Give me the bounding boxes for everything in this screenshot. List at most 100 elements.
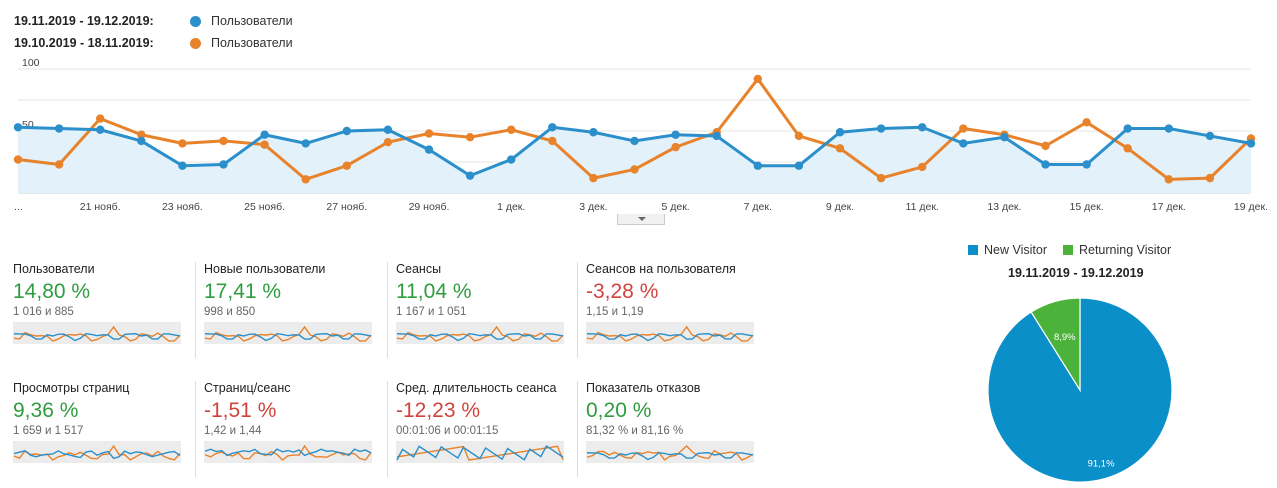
metric-label: Пользователи xyxy=(13,262,95,276)
data-point-previous[interactable] xyxy=(671,142,680,152)
sparkline-current xyxy=(13,450,181,460)
data-point-current[interactable] xyxy=(137,136,146,146)
data-point-current[interactable] xyxy=(383,125,393,134)
pie-value-label: 91,1% xyxy=(1088,458,1115,469)
data-point-previous[interactable] xyxy=(424,129,434,138)
data-point-previous[interactable] xyxy=(548,136,557,146)
visitor-type-pie-chart[interactable]: 91,1% 8,9% xyxy=(982,294,1178,484)
data-point-current[interactable] xyxy=(424,145,434,154)
metric-card[interactable]: Новые пользователи 17,41 % 998 и 850 xyxy=(195,262,384,367)
metric-card[interactable]: Страниц/сеанс -1,51 % 1,42 и 1,44 xyxy=(195,381,384,486)
metric-divider xyxy=(195,381,196,477)
sparkline-current xyxy=(586,333,754,342)
metric-card[interactable]: Показатель отказов 0,20 % 81,32 % и 81,16 … xyxy=(577,381,766,486)
data-point-previous[interactable] xyxy=(219,136,228,146)
data-point-previous[interactable] xyxy=(876,173,886,183)
data-point-previous[interactable] xyxy=(753,74,762,84)
metric-sparkline xyxy=(204,441,372,463)
data-point-previous[interactable] xyxy=(630,165,639,174)
data-point-current[interactable] xyxy=(1164,124,1174,133)
data-point-current[interactable] xyxy=(13,123,23,132)
data-point-current[interactable] xyxy=(835,128,845,137)
metric-label: Просмотры страниц xyxy=(13,381,130,395)
data-point-current[interactable] xyxy=(219,160,228,169)
sparkline-background xyxy=(396,322,564,344)
y-tick-label: 100 xyxy=(22,57,40,69)
sparkline-previous xyxy=(13,325,181,342)
pie-legend-new-swatch xyxy=(968,245,978,255)
data-point-previous[interactable] xyxy=(835,144,845,153)
data-point-current[interactable] xyxy=(548,123,557,132)
pie-slice-returning-visitor[interactable] xyxy=(1030,297,1081,393)
data-point-previous[interactable] xyxy=(342,161,351,170)
metric-change-value: -12,23 % xyxy=(396,399,481,422)
data-point-previous[interactable] xyxy=(959,124,968,133)
metric-comparison: 1 167 и 1 051 xyxy=(396,306,467,318)
pie-legend-returning: Returning Visitor xyxy=(1062,243,1171,257)
data-point-current[interactable] xyxy=(342,126,351,136)
data-point-previous[interactable] xyxy=(918,162,927,172)
legend-previous-name: Пользователи xyxy=(211,36,293,50)
data-point-previous[interactable] xyxy=(507,125,516,134)
data-point-previous[interactable] xyxy=(589,173,598,183)
legend-row-previous: 19.10.2019 - 18.11.2019: Пользователи xyxy=(14,32,293,54)
data-point-previous[interactable] xyxy=(1041,141,1050,151)
data-point-previous[interactable] xyxy=(794,131,804,141)
data-point-current[interactable] xyxy=(54,124,64,133)
data-point-current[interactable] xyxy=(630,136,639,146)
metric-change-value: 0,20 % xyxy=(586,399,652,422)
users-line-chart[interactable]: 50 100... 21 нояб. 23 нояб. 25 нояб. 27 нояб.… xyxy=(0,55,1277,215)
sparkline-previous xyxy=(204,325,372,342)
data-point-current[interactable] xyxy=(1246,139,1256,148)
data-point-current[interactable] xyxy=(1000,133,1009,142)
data-point-previous[interactable] xyxy=(1082,118,1091,127)
data-point-current[interactable] xyxy=(178,161,187,170)
data-point-previous[interactable] xyxy=(383,137,393,147)
data-point-current[interactable] xyxy=(1205,131,1215,141)
metric-divider xyxy=(195,262,196,358)
data-point-current[interactable] xyxy=(1082,160,1091,169)
data-point-current[interactable] xyxy=(589,128,598,137)
data-point-previous[interactable] xyxy=(1164,175,1174,184)
data-point-current[interactable] xyxy=(671,130,680,139)
metric-label: Новые пользователи xyxy=(204,262,326,276)
data-point-previous[interactable] xyxy=(1205,173,1215,183)
sparkline-current xyxy=(204,448,372,457)
data-point-current[interactable] xyxy=(465,171,475,180)
x-tick-label: 23 нояб. xyxy=(162,201,203,213)
metric-label: Сеансы xyxy=(396,262,442,276)
data-point-previous[interactable] xyxy=(178,139,187,148)
data-point-previous[interactable] xyxy=(301,175,310,184)
metric-card[interactable]: Сред. длительность сеанса -12,23 % 00:01:0… xyxy=(387,381,576,486)
data-point-current[interactable] xyxy=(794,161,804,170)
data-point-previous[interactable] xyxy=(137,130,146,139)
x-tick-label: 21 нояб. xyxy=(80,201,121,213)
series-current-area xyxy=(18,127,1251,193)
metric-divider xyxy=(387,262,388,358)
data-point-previous[interactable] xyxy=(13,155,23,164)
data-point-previous[interactable] xyxy=(465,133,475,142)
metric-card[interactable]: Просмотры страниц 9,36 % 1 659 и 1 517 xyxy=(13,381,193,486)
metric-card[interactable]: Пользователи 14,80 % 1 016 и 885 xyxy=(13,262,193,367)
metric-card[interactable]: Сеансов на пользователя -3,28 % 1,15 и 1,1… xyxy=(577,262,766,367)
data-point-current[interactable] xyxy=(1123,124,1132,133)
data-point-current[interactable] xyxy=(301,139,310,148)
data-point-current[interactable] xyxy=(1041,160,1050,169)
data-point-current[interactable] xyxy=(918,123,927,132)
data-point-previous[interactable] xyxy=(260,140,269,149)
data-point-current[interactable] xyxy=(712,131,721,141)
data-point-current[interactable] xyxy=(959,139,968,148)
metric-sparkline xyxy=(396,322,564,344)
data-point-current[interactable] xyxy=(96,125,105,134)
data-point-current[interactable] xyxy=(260,130,269,139)
data-point-previous[interactable] xyxy=(1123,144,1132,153)
data-point-previous[interactable] xyxy=(54,160,64,169)
metric-card[interactable]: Сеансы 11,04 % 1 167 и 1 051 xyxy=(387,262,576,367)
data-point-current[interactable] xyxy=(876,124,886,133)
data-point-current[interactable] xyxy=(507,155,516,164)
data-point-current[interactable] xyxy=(753,161,762,170)
data-point-previous[interactable] xyxy=(96,114,105,123)
collapse-chart-button[interactable] xyxy=(617,214,665,225)
sparkline-previous xyxy=(586,445,754,461)
sparkline-background xyxy=(204,441,372,463)
